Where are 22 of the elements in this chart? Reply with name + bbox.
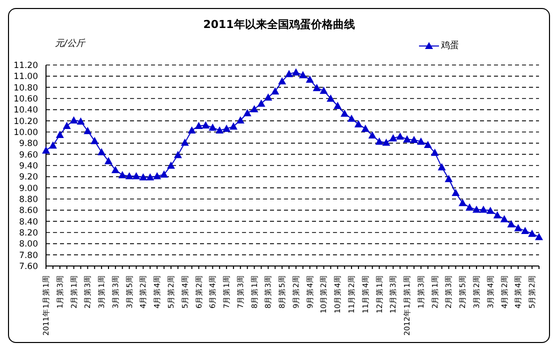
y-tick-label: 10.60 bbox=[14, 94, 38, 105]
y-tick-label: 10.00 bbox=[14, 128, 38, 138]
y-tick-label: 8.60 bbox=[19, 206, 38, 216]
y-tick-label: 10.80 bbox=[14, 83, 38, 94]
y-tick-label: 11.00 bbox=[14, 72, 38, 82]
chart-title: 2011年以来全国鸡蛋价格曲线 bbox=[202, 17, 356, 32]
y-tick-label: 8.00 bbox=[19, 240, 38, 250]
y-tick-label: 8.20 bbox=[19, 228, 38, 239]
y-tick-label: 10.40 bbox=[14, 106, 38, 116]
y-tick-label: 7.60 bbox=[19, 262, 38, 272]
y-tick-label: 8.80 bbox=[19, 195, 38, 206]
y-tick-label: 10.20 bbox=[14, 116, 38, 127]
legend-label: 鸡蛋 bbox=[440, 40, 459, 52]
y-tick-label: 7.80 bbox=[19, 250, 38, 261]
y-tick-label: 9.40 bbox=[19, 162, 38, 172]
y-tick-label: 11.20 bbox=[14, 61, 38, 72]
y-tick-label: 9.20 bbox=[19, 172, 38, 183]
y-tick-label: 9.60 bbox=[19, 150, 38, 160]
y-axis-title: 元/公斤 bbox=[55, 38, 86, 50]
y-tick-label: 9.00 bbox=[19, 184, 38, 194]
y-tick-label: 9.80 bbox=[19, 139, 38, 150]
y-tick-label: 8.40 bbox=[19, 217, 38, 228]
